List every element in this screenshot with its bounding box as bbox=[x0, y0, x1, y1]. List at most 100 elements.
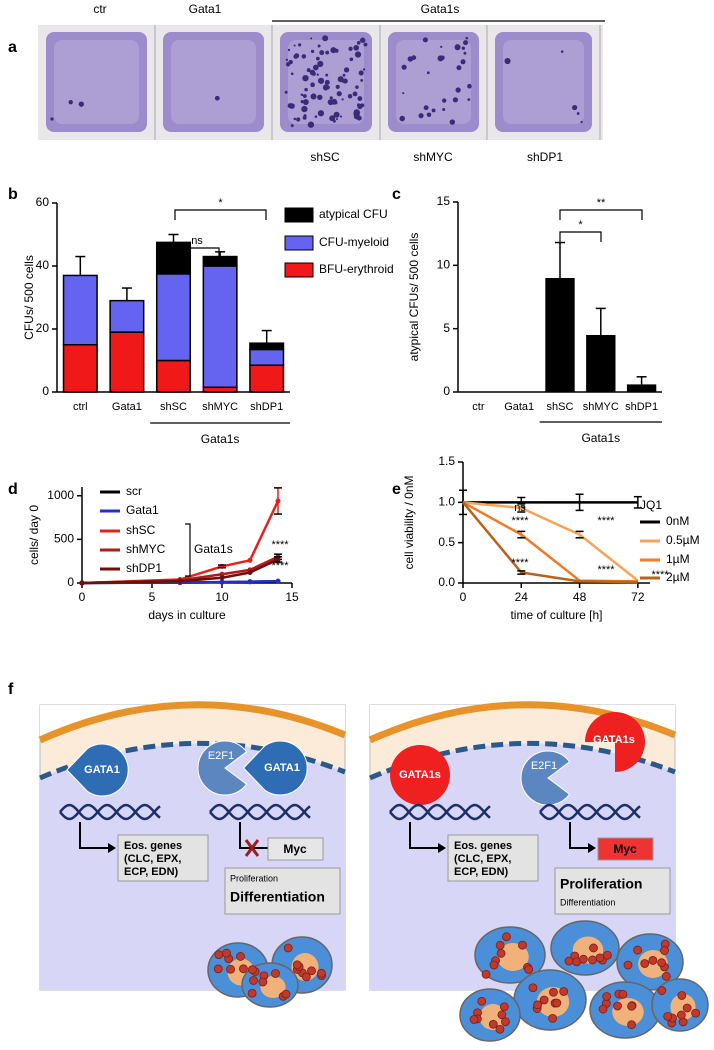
granule bbox=[502, 932, 511, 942]
granule bbox=[249, 976, 258, 985]
target-box bbox=[267, 837, 324, 861]
granule bbox=[518, 940, 527, 950]
colony bbox=[467, 98, 471, 101]
colony bbox=[303, 114, 307, 118]
y-tick-label: 0.0 bbox=[438, 575, 455, 589]
granule bbox=[301, 972, 311, 982]
panel-label: e bbox=[392, 481, 401, 498]
colony bbox=[319, 50, 325, 56]
granule bbox=[271, 969, 280, 978]
gene-box bbox=[117, 834, 209, 882]
colony bbox=[302, 74, 309, 82]
granule bbox=[281, 989, 291, 999]
target-label: Myc bbox=[283, 842, 307, 856]
legend-label: BFU-erythroid bbox=[319, 262, 394, 276]
colony bbox=[214, 95, 220, 101]
colony bbox=[580, 120, 583, 124]
granule bbox=[292, 960, 302, 970]
colony bbox=[336, 91, 342, 97]
colony bbox=[461, 46, 465, 50]
gata1-protein bbox=[66, 743, 129, 797]
well-center bbox=[503, 40, 584, 124]
data-point bbox=[219, 571, 225, 577]
panel-label: d bbox=[8, 481, 18, 498]
colony bbox=[317, 110, 325, 117]
block-mark bbox=[244, 839, 260, 857]
legend-swatch bbox=[284, 262, 314, 278]
colony bbox=[360, 79, 364, 82]
colony bbox=[322, 35, 329, 42]
x-tick-label: 5 bbox=[149, 590, 156, 604]
granule bbox=[524, 965, 534, 974]
granule bbox=[618, 989, 628, 999]
granule bbox=[548, 1014, 558, 1023]
colony bbox=[50, 117, 54, 121]
arrow bbox=[239, 822, 268, 849]
data-point bbox=[275, 578, 281, 584]
gata1s-protein bbox=[585, 712, 645, 772]
colony bbox=[332, 119, 336, 123]
bar-segment bbox=[109, 331, 145, 393]
colony bbox=[341, 98, 344, 101]
granule bbox=[495, 1024, 505, 1034]
column-label: Gata1s bbox=[421, 2, 460, 16]
dna-strand bbox=[209, 803, 311, 821]
granule bbox=[307, 966, 316, 976]
gene-label: ECP, EDN) bbox=[454, 866, 509, 878]
granule bbox=[660, 946, 669, 955]
colony bbox=[353, 44, 360, 51]
colony bbox=[300, 93, 304, 97]
colony bbox=[302, 94, 307, 98]
colony bbox=[452, 97, 459, 103]
colony bbox=[357, 96, 363, 102]
y-tick-label: 15 bbox=[437, 194, 451, 208]
colony bbox=[426, 71, 430, 75]
legend-label: CFU-myeloid bbox=[319, 235, 389, 249]
y-axis-label: cells/ day 0 bbox=[27, 505, 41, 565]
significance-label: ns bbox=[191, 235, 203, 247]
colony bbox=[357, 103, 363, 110]
x-axis-label: days in culture bbox=[148, 608, 226, 622]
x-tick-label: 15 bbox=[285, 590, 299, 604]
x-tick-label: 24 bbox=[515, 590, 529, 604]
significance-label: **** bbox=[651, 569, 669, 581]
colony bbox=[324, 79, 330, 85]
panel-label: a bbox=[8, 39, 17, 56]
y-tick-label: 10 bbox=[437, 258, 451, 272]
colony bbox=[423, 105, 429, 111]
colony bbox=[68, 100, 73, 105]
legend-label: scr bbox=[126, 484, 142, 498]
granule bbox=[497, 1010, 507, 1020]
colony bbox=[301, 54, 307, 59]
y-axis-label: cell viability / 0nM bbox=[402, 475, 416, 569]
x-tick-label: 72 bbox=[631, 590, 645, 604]
legend-label: 1µM bbox=[666, 552, 690, 566]
panel-label: b bbox=[8, 186, 18, 203]
gene-label: (CLC, EPX, bbox=[454, 853, 511, 865]
arrow bbox=[409, 822, 438, 849]
y-tick-label: 1000 bbox=[47, 488, 74, 502]
granule bbox=[661, 971, 671, 981]
colony bbox=[337, 76, 344, 83]
x-tick-label: 10 bbox=[215, 590, 229, 604]
colony bbox=[358, 70, 364, 76]
colony bbox=[311, 71, 316, 76]
granule bbox=[602, 992, 612, 1001]
granule bbox=[648, 956, 658, 965]
y-tick-label: 0 bbox=[42, 384, 49, 398]
colony bbox=[426, 112, 432, 117]
granule bbox=[579, 954, 588, 964]
legend-swatch bbox=[284, 207, 314, 223]
colony bbox=[325, 50, 330, 55]
x-tick-label: ctrl bbox=[73, 401, 88, 413]
colony bbox=[290, 72, 294, 76]
y-tick-label: 0 bbox=[67, 575, 74, 589]
granule bbox=[564, 956, 574, 966]
granule bbox=[657, 986, 667, 995]
legend-label: 0nM bbox=[666, 514, 689, 528]
x-axis-label: time of culture [h] bbox=[510, 608, 602, 622]
granule bbox=[499, 1002, 509, 1012]
series-line bbox=[462, 501, 638, 584]
well-center bbox=[54, 40, 139, 124]
colony bbox=[78, 101, 84, 107]
